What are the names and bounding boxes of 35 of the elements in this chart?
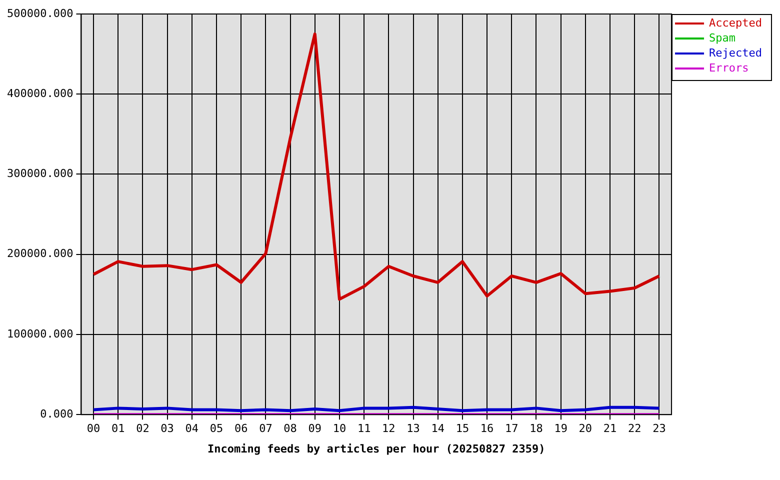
x-tick-label: 22	[628, 422, 642, 436]
x-tick-label: 05	[210, 422, 224, 436]
x-tick-label: 04	[185, 422, 199, 436]
x-tick-label: 14	[431, 422, 445, 436]
x-tick-label: 07	[259, 422, 272, 436]
x-tick-label: 10	[332, 422, 346, 436]
x-axis-title: Incoming feeds by articles per hour (20250827 2359)	[207, 442, 546, 456]
legend-label: Errors	[709, 61, 749, 74]
y-tick-label: 0.000	[40, 407, 74, 420]
x-tick-label: 20	[578, 422, 592, 436]
x-tick-label: 09	[308, 422, 322, 436]
legend-label: Accepted	[709, 16, 762, 30]
legend-label: Spam	[709, 31, 736, 44]
y-tick-label: 300000.000	[6, 167, 74, 180]
x-tick-label: 06	[234, 422, 248, 436]
x-tick-label: 11	[357, 422, 371, 436]
y-tick-label: 100000.000	[6, 327, 74, 340]
x-tick-label: 16	[480, 422, 494, 436]
x-tick-label: 17	[505, 422, 518, 436]
x-tick-label: 13	[406, 422, 420, 436]
x-tick-label: 02	[136, 422, 150, 436]
y-tick-label: 200000.000	[6, 247, 74, 260]
x-tick-label: 15	[456, 422, 470, 436]
x-tick-label: 12	[382, 422, 396, 436]
x-tick-label: 21	[603, 422, 617, 436]
y-tick-label: 400000.000	[6, 86, 74, 100]
legend-label: Rejected	[709, 46, 762, 60]
y-tick-label: 500000.000	[6, 6, 74, 20]
x-tick-label: 03	[160, 422, 174, 436]
x-tick-label: 19	[554, 422, 568, 436]
x-tick-label: 00	[86, 422, 100, 436]
x-tick-label: 23	[652, 422, 666, 436]
x-tick-label: 18	[530, 422, 543, 436]
x-tick-label: 08	[284, 422, 297, 436]
x-tick-label: 01	[111, 422, 125, 436]
